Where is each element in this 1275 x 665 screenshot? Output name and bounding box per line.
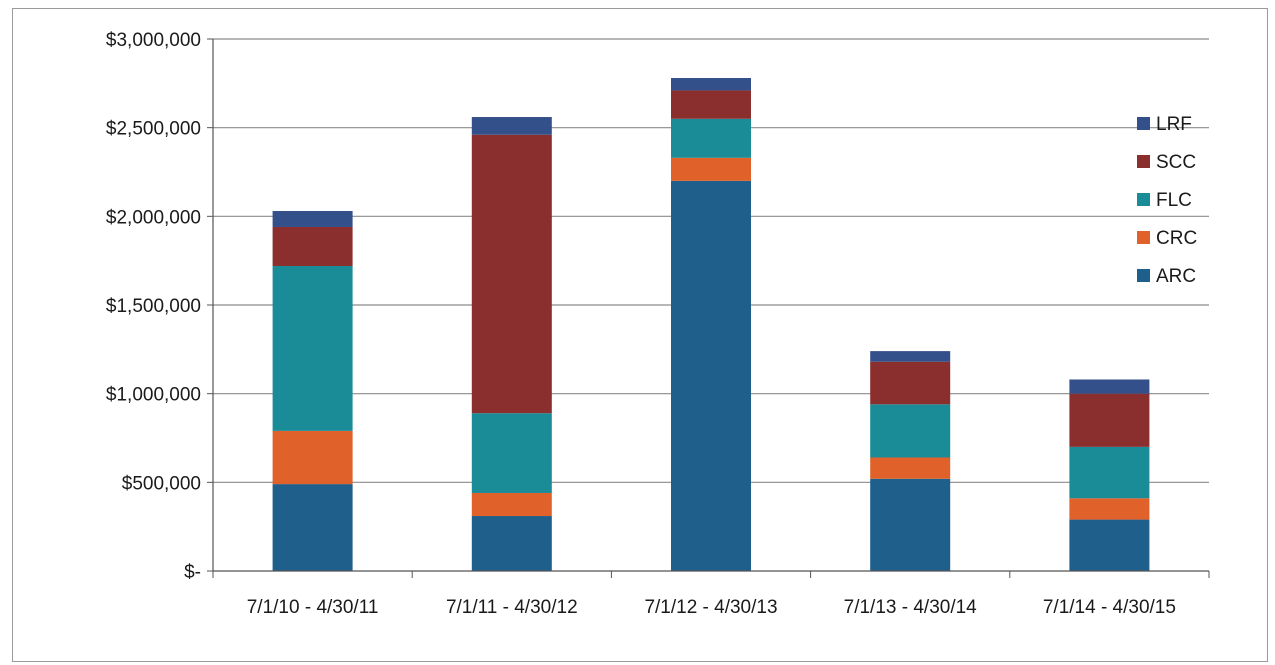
bar-segment-flc [471, 413, 552, 493]
bar-segment-lrf [870, 351, 951, 362]
bar-segment-flc [272, 265, 353, 431]
y-tick-label: $2,000,000 [106, 207, 201, 228]
bar-segment-lrf [1069, 379, 1150, 394]
bar-segment-arc [471, 516, 552, 571]
bar-segment-lrf [471, 117, 552, 135]
bar-segment-scc [870, 361, 951, 405]
y-tick-label: $3,000,000 [106, 30, 201, 51]
y-tick-label: $1,000,000 [106, 385, 201, 406]
y-tick-label: $- [184, 562, 201, 583]
bar-segment-lrf [272, 211, 353, 227]
legend-swatch-arc [1137, 269, 1150, 282]
bar-segment-arc [272, 484, 353, 571]
bars [272, 78, 1150, 571]
bar-segment-flc [870, 404, 951, 458]
bar-segment-arc [870, 478, 951, 571]
legend-label-flc: FLC [1156, 190, 1192, 211]
x-tick-label: 7/1/12 - 4/30/13 [644, 597, 777, 618]
bar-segment-crc [471, 492, 552, 517]
legend: LRF SCC FLC CRC ARC [1137, 114, 1197, 287]
bar-segment-flc [1069, 446, 1150, 499]
x-tick-label: 7/1/11 - 4/30/12 [446, 597, 578, 618]
legend-swatch-crc [1137, 231, 1150, 244]
y-tick-labels: $- $500,000 $1,000,000 $1,500,000 $2,000,000… [106, 30, 201, 583]
bar-segment-arc [671, 180, 751, 571]
bar-segment-scc [272, 226, 353, 266]
stacked-bar-chart: $- $500,000 $1,000,000 $1,500,000 $2,000,000… [106, 30, 1210, 618]
y-tick-label: $1,500,000 [106, 296, 201, 317]
bar-segment-crc [272, 430, 353, 485]
legend-label-arc: ARC [1156, 266, 1196, 287]
x-tick-label: 7/1/14 - 4/30/15 [1043, 597, 1176, 618]
bar-segment-scc [1069, 393, 1150, 447]
legend-label-lrf: LRF [1156, 114, 1192, 135]
legend-swatch-flc [1137, 193, 1150, 206]
chart-frame: $- $500,000 $1,000,000 $1,500,000 $2,000,000… [12, 8, 1268, 662]
x-tick-labels: 7/1/10 - 4/30/11 7/1/11 - 4/30/12 7/1/12 -… [247, 597, 1176, 618]
bar-segment-scc [671, 90, 751, 119]
axes [207, 38, 1210, 578]
bar-segment-flc [671, 118, 751, 158]
y-tick-label: $2,500,000 [106, 119, 201, 140]
bar-segment-crc [1069, 498, 1150, 520]
legend-swatch-scc [1137, 155, 1150, 168]
y-tick-label: $500,000 [122, 473, 201, 494]
bar-segment-arc [1069, 519, 1150, 571]
x-tick-label: 7/1/10 - 4/30/11 [247, 597, 379, 618]
bar-segment-lrf [671, 78, 751, 91]
bar-segment-crc [870, 457, 951, 479]
legend-swatch-lrf [1137, 117, 1150, 130]
bar-segment-crc [671, 157, 751, 181]
legend-label-crc: CRC [1156, 228, 1197, 249]
x-tick-label: 7/1/13 - 4/30/14 [844, 597, 978, 618]
bar-segment-scc [471, 134, 552, 414]
legend-label-scc: SCC [1156, 152, 1196, 173]
